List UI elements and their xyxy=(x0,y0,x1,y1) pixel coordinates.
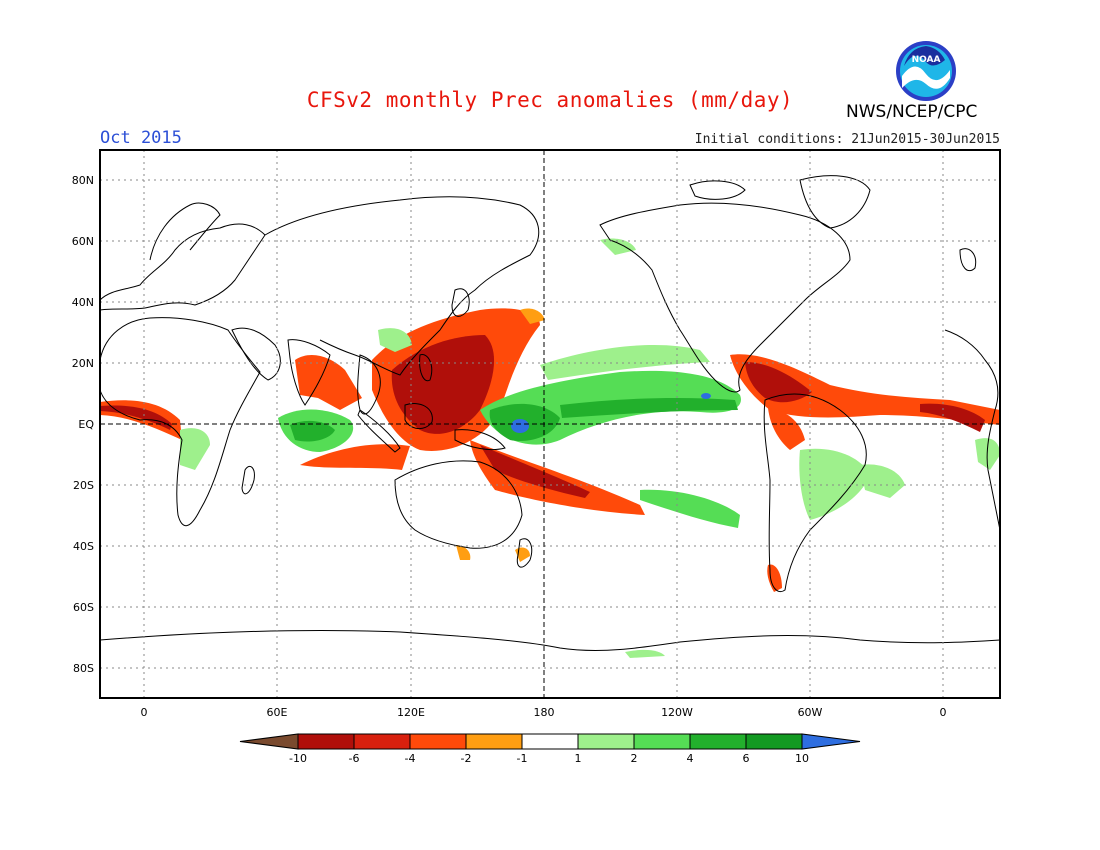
coast-asia xyxy=(264,196,540,376)
lat-label: 80S xyxy=(73,662,94,675)
dry-anomaly-caribbean-core xyxy=(745,362,812,403)
dry-anomaly-indian-south xyxy=(300,444,410,470)
coast-new-guinea xyxy=(454,429,506,451)
colorbar-swatch xyxy=(521,733,579,750)
colorbar-label: 6 xyxy=(743,752,750,765)
wet-anomaly-africa-east xyxy=(180,428,210,470)
wet-anomaly-blue-small xyxy=(701,393,711,399)
coast-south-america xyxy=(763,393,867,593)
coast-antarctica xyxy=(100,629,1000,651)
dry-anomaly-andes xyxy=(768,408,805,450)
coast-philippines xyxy=(419,354,433,382)
colorbar-label: -1 xyxy=(517,752,528,765)
colorbar-label: 2 xyxy=(631,752,638,765)
lat-label: 20S xyxy=(73,479,94,492)
lon-label: 0 xyxy=(940,706,947,719)
agency-name: NWS/NCEP/CPC xyxy=(846,102,978,122)
colorbar-swatch xyxy=(353,733,411,750)
coast-borneo xyxy=(404,403,433,429)
anomaly-layer xyxy=(100,238,1000,658)
colorbar-arrow-high xyxy=(801,733,861,750)
lon-label: 180 xyxy=(534,706,555,719)
coast-indochina xyxy=(357,354,381,415)
lat-label: 40N xyxy=(72,296,94,309)
wet-anomaly-antarctic xyxy=(625,649,665,658)
wet-anomaly-brazil xyxy=(799,448,870,520)
colorbar-label: -10 xyxy=(289,752,307,765)
colorbar-swatch xyxy=(465,733,523,750)
lon-label: 60E xyxy=(267,706,288,719)
wet-anomaly-blue-core xyxy=(511,419,529,433)
coast-africa-east-repeat xyxy=(944,329,1000,531)
coast-india xyxy=(287,339,331,406)
colorbar-label: 4 xyxy=(687,752,694,765)
coast-australia xyxy=(394,460,523,549)
dry-anomaly-spcz xyxy=(470,440,645,515)
dry-anomaly-west-pacific-north xyxy=(520,308,545,324)
lat-label: 60N xyxy=(72,235,94,248)
lon-labels: 0 60E 120E 180 120W 60W 0 xyxy=(141,706,947,719)
colorbar-swatch xyxy=(745,733,803,750)
lon-label: 0 xyxy=(141,706,148,719)
dry-anomaly-patagonia xyxy=(767,564,782,592)
lon-label: 60W xyxy=(798,706,823,719)
colorbar-swatch xyxy=(297,733,355,750)
coast-new-zealand xyxy=(516,538,533,568)
grid-lines xyxy=(100,150,1000,698)
colorbar: -10 -6 -4 -2 -1 1 2 4 6 10 xyxy=(239,733,861,765)
coast-uk xyxy=(959,248,977,272)
dry-anomaly-atlantic-east-core xyxy=(920,403,985,432)
lat-label: 60S xyxy=(73,601,94,614)
wet-anomaly-china xyxy=(378,328,412,352)
colorbar-label: 1 xyxy=(575,752,582,765)
colorbar-label: -6 xyxy=(349,752,360,765)
coast-arctic-islands xyxy=(689,180,746,200)
coast-madagascar xyxy=(241,465,255,495)
wet-anomaly-equatorial-band xyxy=(560,397,738,418)
coast-africa xyxy=(100,317,261,527)
noaa-logo-text: NOAA xyxy=(912,55,941,65)
wet-anomaly-south-pacific xyxy=(640,489,740,528)
target-month: Oct 2015 xyxy=(100,128,182,148)
coast-arabia xyxy=(231,327,281,381)
colorbar-label: -4 xyxy=(405,752,416,765)
lon-label: 120E xyxy=(397,706,425,719)
coast-scandinavia xyxy=(149,202,221,261)
initial-conditions: Initial conditions: 21Jun2015-30Jun2015 xyxy=(694,132,1000,147)
lon-label: 120W xyxy=(661,706,693,719)
lat-label: 80N xyxy=(72,174,94,187)
noaa-logo: NOAA xyxy=(896,41,956,101)
lat-label: 20N xyxy=(72,357,94,370)
colorbar-arrow-low xyxy=(239,733,299,750)
colorbar-swatch xyxy=(689,733,747,750)
map-title: CFSv2 monthly Prec anomalies (mm/day) xyxy=(306,88,794,112)
wet-anomaly-alaska xyxy=(600,238,636,255)
dry-anomaly-sw-australia xyxy=(456,545,471,560)
coast-europe xyxy=(100,223,266,311)
lat-label: EQ xyxy=(78,418,94,431)
wet-anomaly-indian-core xyxy=(290,420,335,442)
coast-sumatra xyxy=(357,409,401,453)
coast-japan xyxy=(451,288,470,317)
lat-label: 40S xyxy=(73,540,94,553)
map-frame xyxy=(99,149,1001,699)
wet-anomaly-south-atlantic xyxy=(860,464,905,498)
colorbar-swatch xyxy=(577,733,635,750)
coast-north-america xyxy=(599,202,851,393)
colorbar-label: 10 xyxy=(795,752,809,765)
wet-anomaly-north-pacific-band xyxy=(540,345,710,380)
dry-anomaly-maritime-core xyxy=(391,335,495,434)
colorbar-label: -2 xyxy=(461,752,472,765)
colorbar-swatch xyxy=(409,733,467,750)
colorbar-swatch xyxy=(633,733,691,750)
dry-anomaly-bay-of-bengal xyxy=(295,355,362,410)
lat-labels: 80N 60N 40N 20N EQ 20S 40S 60S 80S xyxy=(72,174,95,675)
coast-greenland xyxy=(799,175,871,229)
coastlines xyxy=(100,175,1000,651)
